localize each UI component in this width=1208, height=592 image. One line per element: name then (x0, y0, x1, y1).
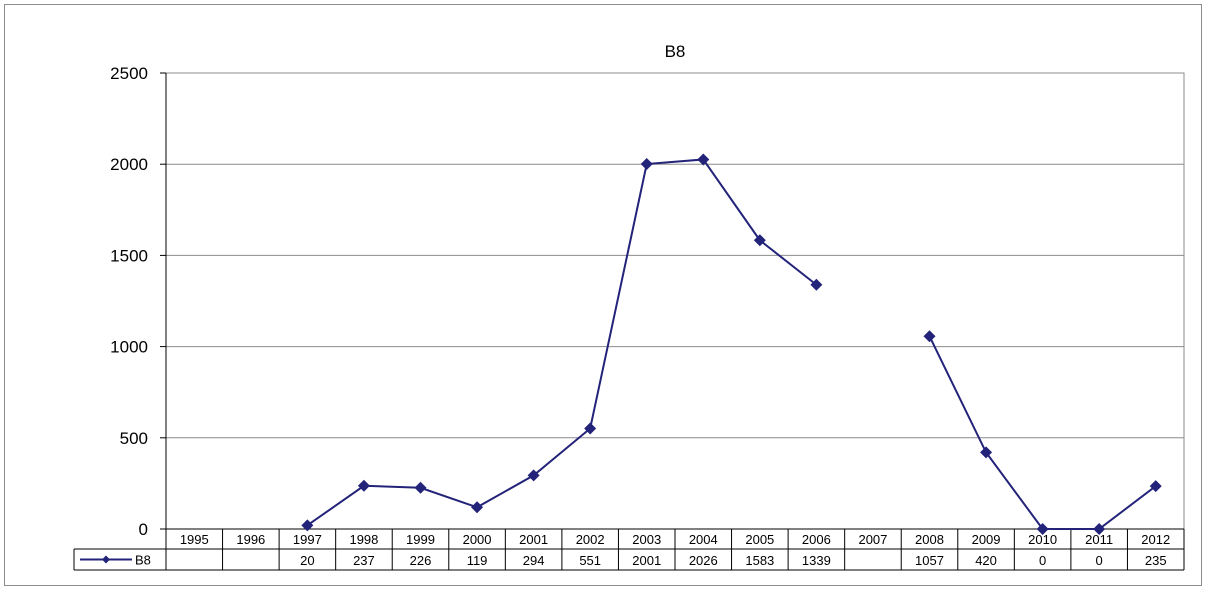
data-point (640, 158, 653, 171)
series-layer (301, 153, 1162, 535)
data-point (301, 519, 314, 532)
y-tick-label: 2000 (110, 155, 148, 174)
x-tick-label: 2001 (519, 532, 548, 547)
y-tick-label: 0 (139, 520, 148, 539)
y-tick-label: 1000 (110, 338, 148, 357)
data-label: 2001 (632, 553, 661, 568)
data-label: 235 (1145, 553, 1167, 568)
gridlines (165, 72, 1185, 530)
data-point (980, 446, 993, 459)
data-point (753, 234, 766, 247)
data-label: 551 (579, 553, 601, 568)
data-point (810, 278, 823, 291)
data-point (697, 153, 710, 166)
data-label: 0 (1096, 553, 1103, 568)
data-label: 20 (300, 553, 314, 568)
x-tick-label: 1998 (349, 532, 378, 547)
x-tick-label: 2006 (802, 532, 831, 547)
series-line (928, 335, 1157, 530)
y-tick-label: 500 (120, 429, 148, 448)
data-label: 0 (1039, 553, 1046, 568)
plot-area (165, 72, 1185, 530)
data-label: 1339 (802, 553, 831, 568)
chart-frame (4, 4, 1202, 586)
x-tick-label: 2007 (858, 532, 887, 547)
data-label: 420 (975, 553, 997, 568)
data-table: 1995 1996 1997 1998 1999 2000 2001 2002 2003 2004… (73, 528, 1185, 571)
data-point (1036, 523, 1049, 535)
x-tick-label: 2004 (689, 532, 718, 547)
y-axis: 0 500 1000 1500 2000 2500 (110, 64, 167, 539)
data-label: 294 (523, 553, 545, 568)
data-point (1149, 480, 1162, 493)
data-label: 1583 (745, 553, 774, 568)
data-point (414, 481, 427, 494)
chart-title: B8 (665, 42, 686, 61)
x-tick-label: 1996 (236, 532, 265, 547)
data-label: 237 (353, 553, 375, 568)
y-tick-label: 1500 (110, 246, 148, 265)
data-point (1093, 523, 1106, 535)
x-tick-label: 2005 (745, 532, 774, 547)
x-tick-label: 2000 (463, 532, 492, 547)
x-tick-label: 2012 (1141, 532, 1170, 547)
data-point (357, 479, 370, 492)
data-label: 1057 (915, 553, 944, 568)
x-tick-label: 2010 (1028, 532, 1057, 547)
x-tick-label: 1999 (406, 532, 435, 547)
data-point (471, 501, 484, 514)
x-tick-label: 2002 (576, 532, 605, 547)
data-point (584, 422, 597, 435)
data-label: 226 (410, 553, 432, 568)
series-line (306, 158, 818, 527)
x-tick-label: 2003 (632, 532, 661, 547)
data-label: 2026 (689, 553, 718, 568)
x-tick-label: 2011 (1085, 532, 1113, 547)
data-point (923, 330, 936, 343)
x-tick-label: 1995 (180, 532, 209, 547)
data-point (527, 469, 540, 482)
legend-marker (102, 555, 110, 564)
x-tick-label: 1997 (293, 532, 322, 547)
x-tick-label: 2009 (972, 532, 1001, 547)
x-tick-label: 2008 (915, 532, 944, 547)
legend-label: B8 (135, 553, 151, 568)
data-label: 119 (467, 553, 488, 568)
y-tick-label: 2500 (110, 64, 148, 83)
